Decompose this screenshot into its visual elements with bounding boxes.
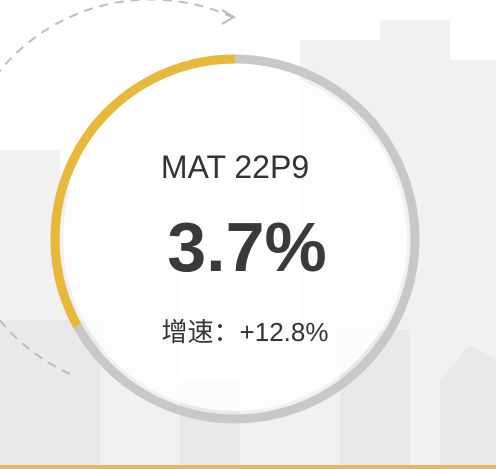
base-line (0, 465, 496, 469)
ring-center (63, 67, 407, 411)
kpi-title: MAT 22P9 (161, 149, 309, 185)
arrow-head-icon (221, 9, 236, 25)
kpi-value: 3.7% (167, 208, 327, 286)
kpi-growth: 增速：+12.8% (162, 317, 329, 347)
ring-filled-arc (50, 54, 236, 328)
